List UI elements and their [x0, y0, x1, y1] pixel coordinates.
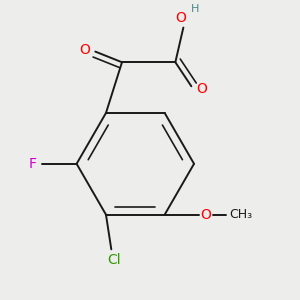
Text: O: O: [196, 82, 208, 96]
Text: CH₃: CH₃: [229, 208, 252, 221]
Text: O: O: [201, 208, 212, 222]
Text: F: F: [28, 157, 37, 171]
Text: H: H: [191, 4, 200, 14]
Text: O: O: [79, 43, 90, 57]
Text: Cl: Cl: [107, 253, 121, 267]
Text: O: O: [175, 11, 186, 25]
